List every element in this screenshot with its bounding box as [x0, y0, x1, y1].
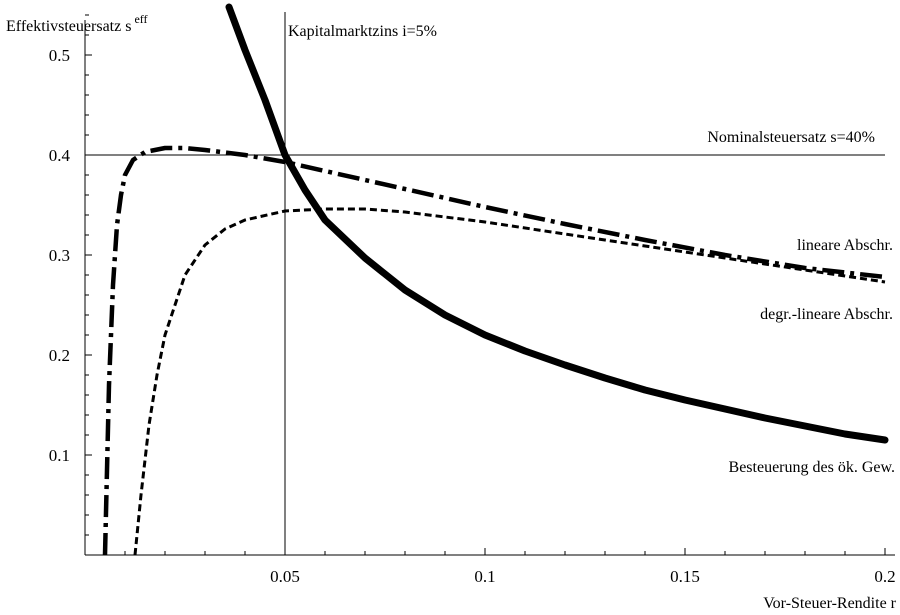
y-tick-label: 0.3	[49, 246, 70, 265]
series-okonomischer-gewinn-label: Besteuerung des ök. Gew.	[729, 459, 895, 476]
x-tick-label: 0.1	[474, 567, 495, 586]
series-layer	[102, 3, 889, 556]
series-okonomischer-gewinn-line	[225, 3, 889, 444]
y-tick-label: 0.1	[49, 446, 70, 465]
reference-lines	[85, 12, 885, 555]
y-tick-label: 0.4	[49, 146, 71, 165]
axes	[84, 14, 895, 556]
x-tick-label: 0.05	[270, 567, 300, 586]
x-tick-label: 0.15	[670, 567, 700, 586]
y-tick-label: 0.2	[49, 346, 70, 365]
series-lineare-abschreibung-line	[102, 145, 886, 556]
y-axis-title: Effektivsteuersatz s eff	[6, 12, 148, 35]
capital-market-rate-label: Kapitalmarktzins i=5%	[288, 23, 437, 40]
x-axis-title: Vor-Steuer-Rendite r	[763, 595, 896, 612]
labels: 0.05 0.1 0.15 0.2 0.1 0.2 0.3 0.4 0.5 Kapitalmark…	[49, 23, 896, 586]
series-degressiv-lineare-abschreibung-line	[133, 207, 886, 556]
nominal-tax-rate-label: Nominalsteuersatz s=40%	[707, 129, 875, 146]
series-lineare-abschreibung-label: lineare Abschr.	[797, 237, 893, 254]
series-degressiv-lineare-abschreibung-label: degr.-lineare Abschr.	[760, 306, 893, 323]
y-tick-label: 0.5	[49, 46, 70, 65]
x-tick-label: 0.2	[874, 567, 895, 586]
